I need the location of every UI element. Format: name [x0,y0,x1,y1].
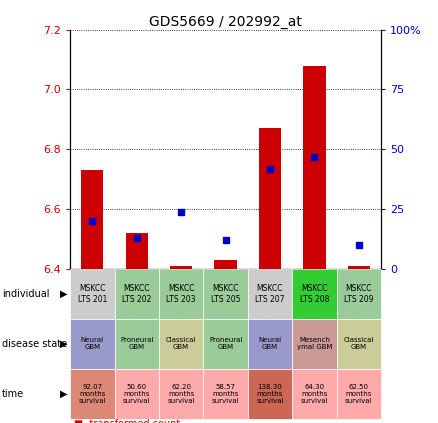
Text: ▶: ▶ [60,389,68,399]
Text: MSKCC
LTS 209: MSKCC LTS 209 [344,284,374,304]
Text: MSKCC
LTS 202: MSKCC LTS 202 [122,284,152,304]
Text: ▶: ▶ [60,339,68,349]
Text: Classical
GBM: Classical GBM [166,338,196,350]
Title: GDS5669 / 202992_at: GDS5669 / 202992_at [149,14,302,29]
Text: 64.30
months
survival: 64.30 months survival [300,384,328,404]
Text: Classical
GBM: Classical GBM [344,338,374,350]
Bar [81,170,103,269]
Text: MSKCC
LTS 201: MSKCC LTS 201 [78,284,107,304]
Text: MSKCC
LTS 203: MSKCC LTS 203 [166,284,196,304]
Text: Proneural
GBM: Proneural GBM [120,338,153,350]
Text: MSKCC
LTS 207: MSKCC LTS 207 [255,284,285,304]
Bar [215,260,237,269]
Text: Neural
GBM: Neural GBM [258,338,282,350]
Text: Neural
GBM: Neural GBM [81,338,104,350]
Bar [126,233,148,269]
Text: individual: individual [2,289,49,299]
Text: 138.30
months
survival: 138.30 months survival [256,384,284,404]
Text: 62.50
months
survival: 62.50 months survival [345,384,373,404]
Text: 58.57
months
survival: 58.57 months survival [212,384,239,404]
Text: MSKCC
LTS 208: MSKCC LTS 208 [300,284,329,304]
Text: 50.60
months
survival: 50.60 months survival [123,384,151,404]
Bar [259,129,281,269]
Text: 62.20
months
survival: 62.20 months survival [167,384,195,404]
Text: time: time [2,389,25,399]
Text: Mesench
ymal GBM: Mesench ymal GBM [297,338,332,350]
Text: Proneural
GBM: Proneural GBM [209,338,242,350]
Text: MSKCC
LTS 205: MSKCC LTS 205 [211,284,240,304]
Bar [348,266,370,269]
Bar [170,266,192,269]
Bar [303,66,325,269]
Text: ■  transformed count: ■ transformed count [74,419,181,423]
Text: ▶: ▶ [60,289,68,299]
Text: disease state: disease state [2,339,67,349]
Text: 92.07
months
survival: 92.07 months survival [78,384,106,404]
